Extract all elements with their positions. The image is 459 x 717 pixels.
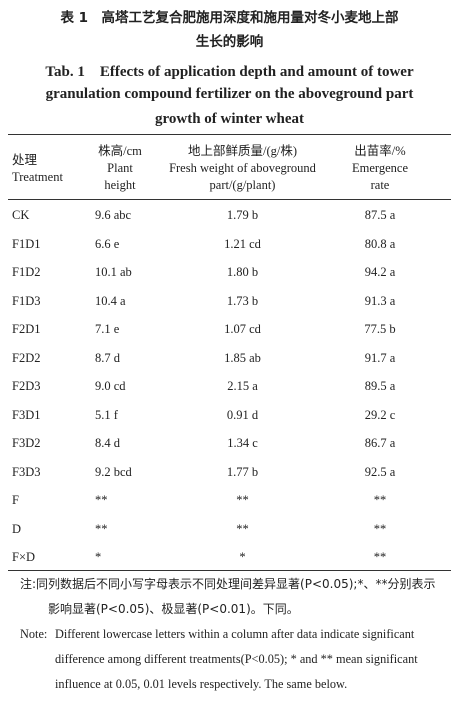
title-en: granulation compound fertilizer on the a… (45, 86, 414, 102)
table-cell: F3D3 (12, 464, 41, 479)
table-cell: 1.21 cd (224, 236, 261, 251)
header-cell: Plant (107, 161, 133, 175)
note-cn: 注:同列数据后不同小写字母表示不同处理间差异显著(P<0.05);*、**分别表… (20, 577, 436, 616)
table-cell: 87.5 a (364, 208, 396, 222)
table-cell: 1.73 b (226, 293, 259, 308)
table-cell: 1.79 b (226, 208, 259, 222)
header-cell: 地上部鲜质量/(g/株) (187, 144, 298, 158)
table-cell: 92.5 a (364, 464, 396, 479)
table-cell: F1D3 (12, 293, 41, 308)
table-cell: 5.1 f (95, 407, 118, 422)
table-cell: 0.91 d (226, 407, 259, 422)
table-cell: 1.77 b (226, 464, 259, 479)
header-rule (8, 199, 451, 200)
table-cell: 8.4 d (95, 436, 120, 450)
title-cn: 生长的影响 (195, 34, 264, 50)
header-cell: Treatment (12, 170, 63, 184)
table-cell: F2D3 (12, 379, 41, 393)
header-cell: Emergence (352, 161, 408, 175)
table-cell: ** (236, 493, 249, 507)
table-cell: 91.3 a (364, 293, 396, 308)
top-rule (8, 134, 451, 135)
note-text: Different lowercase letters within a col… (55, 627, 418, 691)
header-cell: Fresh weight of aboveground (169, 161, 316, 175)
bottom-rule (8, 570, 451, 571)
table-cell: 8.7 d (95, 350, 120, 365)
table-cell: 10.4 a (95, 293, 126, 308)
table-cell: F2D2 (12, 350, 41, 365)
table-cell: 86.7 a (364, 436, 396, 450)
note-en: Note: Different lowercase letters within… (20, 622, 450, 697)
table-cell: ** (95, 493, 108, 507)
table-cell: 1.80 b (226, 265, 259, 279)
table-cell: 80.8 a (364, 236, 396, 251)
title-en: Tab. 1 Effects of application depth and … (45, 64, 414, 80)
note-label: Note: (20, 627, 48, 641)
table-cell: ** (236, 521, 249, 536)
table-cell: F (12, 493, 19, 507)
table-cell: F×D (12, 550, 36, 564)
table-cell: 9.2 bcd (95, 464, 132, 479)
table-cell: F2D1 (12, 322, 41, 336)
table-cell: F3D2 (12, 436, 41, 450)
table-cell: F3D1 (12, 407, 41, 422)
table-cell: D (12, 521, 22, 536)
header-cell: rate (370, 178, 390, 192)
table-cell: 1.07 cd (224, 322, 261, 336)
table-cell: ** (373, 521, 387, 536)
header-cell: 处理 (12, 153, 38, 167)
table-cell: 10.1 ab (95, 265, 132, 279)
table-cell: 1.85 ab (224, 350, 261, 365)
table-cell: * (239, 550, 246, 564)
header-cell: height (104, 178, 136, 192)
table-cell: 89.5 a (364, 379, 396, 393)
table-cell: 2.15 a (227, 379, 258, 393)
header-cell: 出苗率/% (354, 144, 406, 158)
table-cell: F1D2 (12, 265, 41, 279)
table-cell: CK (12, 208, 30, 222)
title-en: growth of winter wheat (154, 111, 304, 127)
table-cell: 1.34 c (227, 436, 258, 450)
table-cell: ** (95, 521, 108, 536)
title-cn: 表 1 高塔工艺复合肥施用深度和施用量对冬小麦地上部 (60, 10, 399, 26)
table-cell: F1D1 (12, 236, 41, 251)
table-cell: ** (373, 550, 387, 564)
table-cell: * (95, 550, 102, 564)
table-cell: 77.5 b (364, 322, 396, 336)
table-cell: 91.7 a (364, 350, 396, 365)
table-cell: 7.1 e (95, 322, 120, 336)
header-cell: 株高/cm (98, 144, 142, 158)
table-cell: 6.6 e (95, 236, 120, 251)
header-cell: part/(g/plant) (209, 178, 276, 192)
table-cell: 94.2 a (364, 265, 396, 279)
table-cell: 9.6 abc (95, 208, 132, 222)
table-cell: ** (373, 493, 387, 507)
table-cell: 9.0 cd (95, 379, 126, 393)
table-cell: 29.2 c (364, 407, 396, 422)
